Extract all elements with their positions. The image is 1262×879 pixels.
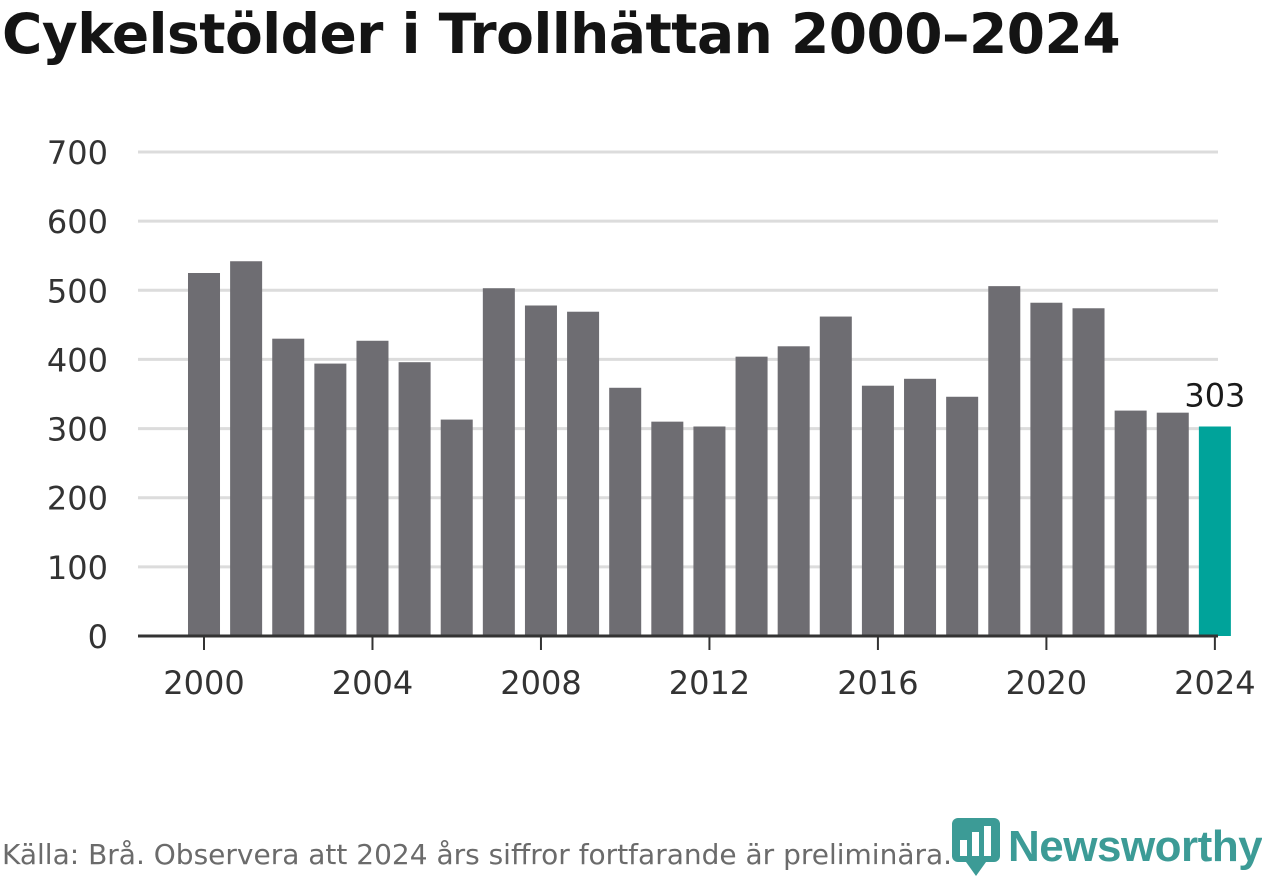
x-tick-label-2024: 2024 [1174,664,1255,702]
y-tick-label-200: 200 [47,480,108,518]
bar-2005[interactable] [398,362,431,636]
bar-2023[interactable] [1156,412,1189,636]
y-tick-label-100: 100 [47,549,108,587]
bars [187,261,1231,636]
bar-2004[interactable] [356,340,389,636]
bar-chart-pin-icon [952,818,1000,876]
y-tick-label-400: 400 [47,341,108,379]
bar-2017[interactable] [904,378,937,636]
y-tick-label-0: 0 [88,618,108,656]
y-tick-label-600: 600 [47,203,108,241]
bar-2014[interactable] [777,346,810,636]
axes [138,634,1218,650]
bar-2013[interactable] [735,356,768,636]
bar-2022[interactable] [1114,410,1147,636]
bar-2020[interactable] [1030,302,1063,636]
bar-2011[interactable] [651,421,684,636]
bar-2000[interactable] [187,273,221,636]
x-tick-label-2004: 2004 [332,664,413,702]
y-tick-label-300: 300 [47,411,108,449]
bar-2016[interactable] [861,385,894,636]
y-tick-label-700: 700 [47,134,108,172]
bar-2001[interactable] [230,261,263,636]
bar-2006[interactable] [440,419,473,636]
bar-2019[interactable] [988,286,1021,636]
bar-2009[interactable] [567,311,600,636]
bar-2002[interactable] [272,338,305,636]
bar-2007[interactable] [482,288,515,636]
bar-2018[interactable] [946,396,979,636]
brand-name: Newsworthy [1008,822,1262,871]
labels: 0 100 200 300 400 500 600 700 303 2000 2004 2008 201… [47,134,1256,702]
bar-2015[interactable] [819,316,852,636]
data-label-2024: 303 [1184,376,1245,414]
bar-2024[interactable] [1198,426,1231,636]
x-tick-label-2000: 2000 [163,664,244,702]
source-note: Källa: Brå. Observera att 2024 års siffr… [2,838,953,871]
x-tick-label-2020: 2020 [1006,664,1087,702]
bar-2003[interactable] [314,363,347,636]
x-tick-label-2016: 2016 [837,664,918,702]
chart-title: Cykelstölder i Trollhättan 2000–2024 [2,2,1121,66]
bar-2012[interactable] [693,426,726,636]
x-tick-label-2012: 2012 [669,664,750,702]
y-tick-label-500: 500 [47,272,108,310]
bar-2008[interactable] [524,305,557,636]
bar-2021[interactable] [1072,308,1105,636]
brand-logo[interactable]: Newsworthy [952,818,1262,876]
bar-2010[interactable] [609,387,642,636]
x-tick-label-2008: 2008 [500,664,581,702]
